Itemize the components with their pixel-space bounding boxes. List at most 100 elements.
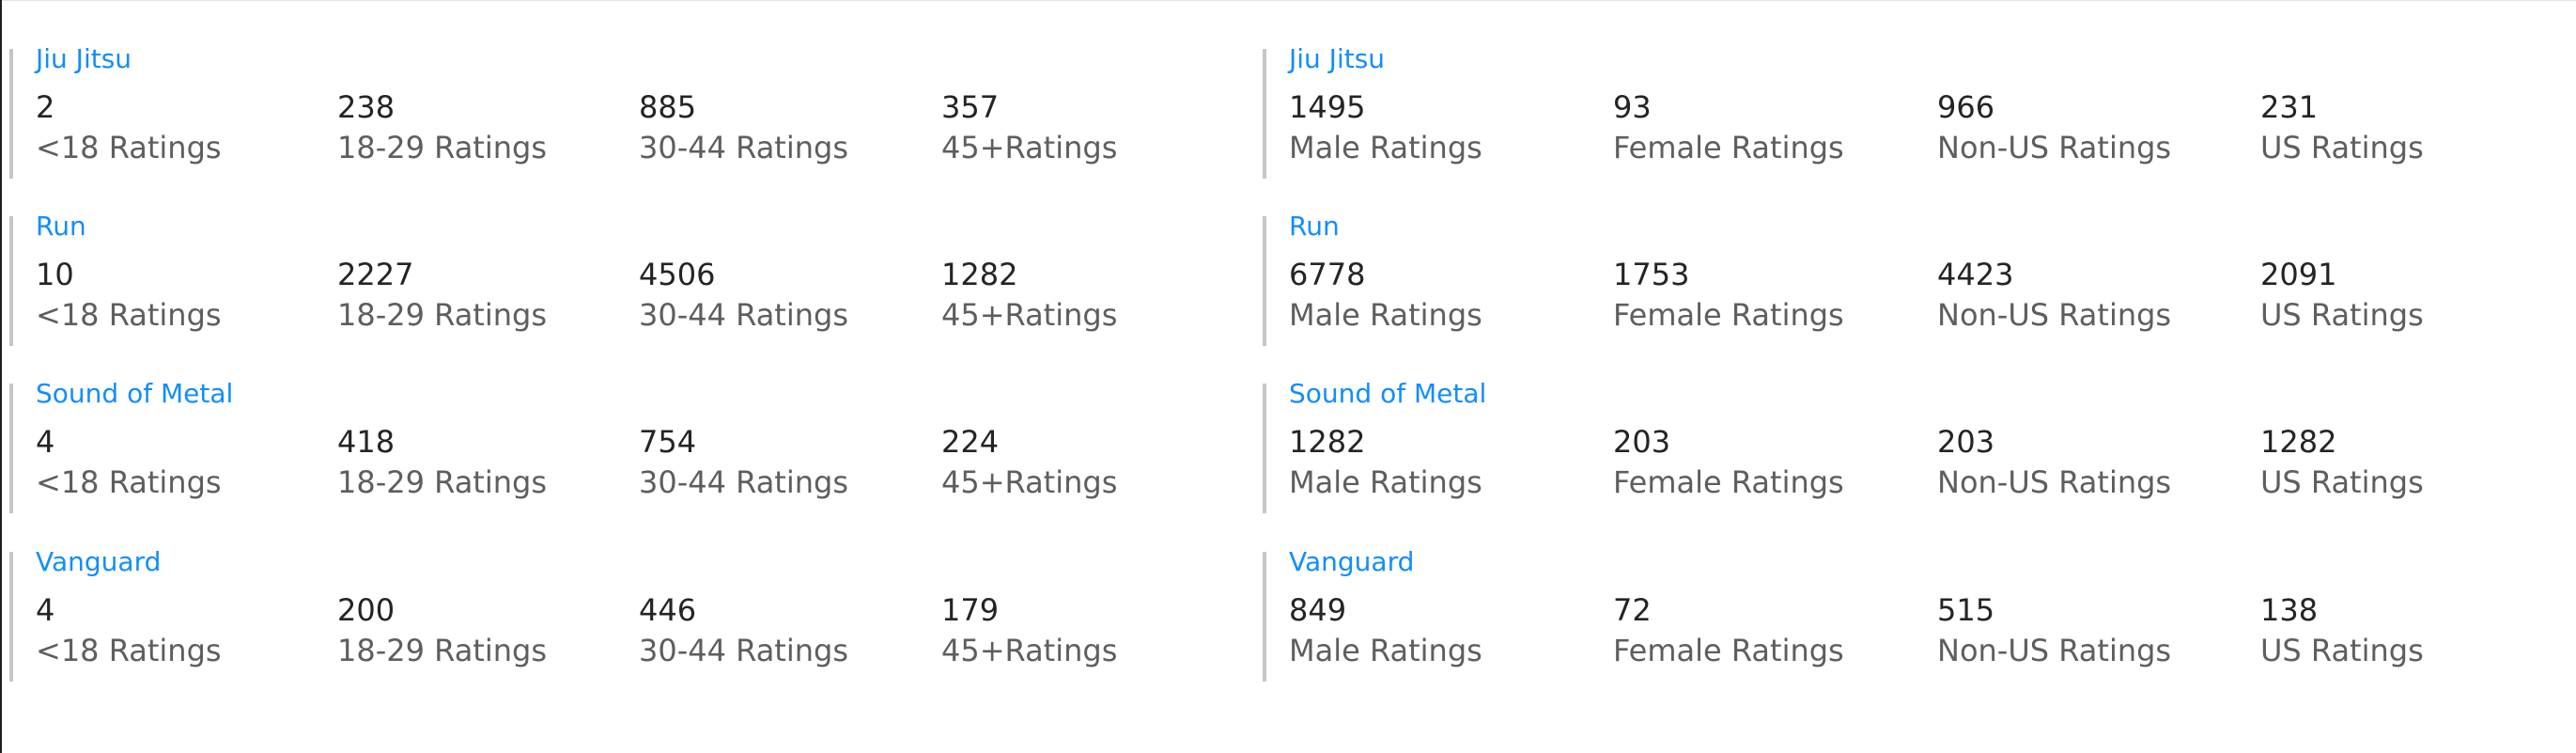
stat-value: 1282 [1289,424,1366,460]
stat-value: 754 [639,424,697,460]
stat-female: 93 Female Ratings [1613,88,1844,169]
stat-label: <18 Ratings [36,633,222,668]
stat-value: 4423 [1937,257,2014,292]
stat-label: Female Ratings [1613,297,1844,333]
frame-left-border [0,0,2,753]
stat-30-44: 754 30-44 Ratings [639,423,848,504]
stat-female: 203 Female Ratings [1613,423,1844,504]
card-title: Vanguard [36,546,162,577]
stat-label: 30-44 Ratings [639,633,848,668]
stat-label: Male Ratings [1289,633,1482,668]
stat-female: 1753 Female Ratings [1613,256,1844,337]
card-vanguard-demo: Vanguard 849 Male Ratings 72 Female Rati… [1263,546,2559,682]
stat-value: 72 [1613,592,1652,628]
stat-label: Male Ratings [1289,297,1482,333]
stat-us: 138 US Ratings [2260,591,2424,672]
stat-value: 231 [2260,89,2319,125]
stat-non-us: 966 Non-US Ratings [1937,88,2171,169]
stat-non-us: 515 Non-US Ratings [1937,591,2171,672]
frame-top-border [0,0,2576,1]
stat-us: 2091 US Ratings [2260,256,2424,337]
stat-value: 138 [2260,592,2319,628]
stat-under-18: 2 <18 Ratings [36,88,222,169]
stat-18-29: 418 18-29 Ratings [337,423,547,504]
card-jiu-jitsu-age: Jiu Jitsu 2 <18 Ratings 238 18-29 Rating… [9,43,1221,179]
stat-18-29: 2227 18-29 Ratings [337,256,547,337]
stat-45-plus: 224 45+Ratings [941,423,1117,504]
card-sound-of-metal-demo: Sound of Metal 1282 Male Ratings 203 Fem… [1263,378,2559,513]
stat-value: 203 [1937,424,1995,460]
stat-label: <18 Ratings [36,297,222,333]
stat-label: Non-US Ratings [1937,130,2172,165]
stat-under-18: 4 <18 Ratings [36,591,222,672]
stat-30-44: 4506 30-44 Ratings [639,256,848,337]
card-jiu-jitsu-demo: Jiu Jitsu 1495 Male Ratings 93 Female Ra… [1263,43,2559,179]
stat-label: 30-44 Ratings [639,297,848,333]
stat-value: 93 [1613,89,1652,125]
stat-label: 45+Ratings [941,130,1118,165]
stat-male: 1282 Male Ratings [1289,423,1482,504]
card-title: Sound of Metal [36,378,234,409]
stat-label: Female Ratings [1613,633,1844,668]
stat-label: 30-44 Ratings [639,130,848,165]
stat-value: 238 [337,89,396,125]
stat-label: Male Ratings [1289,464,1482,500]
stat-value: 179 [941,592,1000,628]
card-vanguard-age: Vanguard 4 <18 Ratings 200 18-29 Ratings… [9,546,1221,682]
stat-value: 203 [1613,424,1671,460]
stat-30-44: 446 30-44 Ratings [639,591,848,672]
card-title: Sound of Metal [1289,378,1487,409]
stat-value: 4 [36,424,55,460]
stat-label: Non-US Ratings [1937,464,2172,500]
stat-male: 6778 Male Ratings [1289,256,1482,337]
stat-value: 446 [639,592,697,628]
card-run-age: Run 10 <18 Ratings 2227 18-29 Ratings 45… [9,211,1221,346]
stat-label: Non-US Ratings [1937,297,2172,333]
stat-label: <18 Ratings [36,130,222,165]
card-run-demo: Run 6778 Male Ratings 1753 Female Rating… [1263,211,2559,346]
stat-label: Non-US Ratings [1937,633,2172,668]
stat-value: 10 [36,257,74,292]
stat-value: 2227 [337,257,414,292]
stat-under-18: 4 <18 Ratings [36,423,222,504]
stat-male: 1495 Male Ratings [1289,88,1482,169]
card-sound-of-metal-age: Sound of Metal 4 <18 Ratings 418 18-29 R… [9,378,1221,513]
stat-label: 30-44 Ratings [639,464,848,500]
stat-45-plus: 179 45+Ratings [941,591,1117,672]
stat-30-44: 885 30-44 Ratings [639,88,848,169]
stat-value: 849 [1289,592,1347,628]
card-title: Run [36,211,86,242]
stat-value: 1495 [1289,89,1366,125]
stat-label: <18 Ratings [36,464,222,500]
stat-us: 1282 US Ratings [2260,423,2424,504]
stat-45-plus: 357 45+Ratings [941,88,1117,169]
stat-label: 45+Ratings [941,464,1118,500]
card-title: Vanguard [1289,546,1415,577]
stat-non-us: 203 Non-US Ratings [1937,423,2171,504]
stat-value: 1753 [1613,257,1690,292]
stat-value: 515 [1937,592,1995,628]
stat-value: 2091 [2260,257,2337,292]
stat-value: 4 [36,592,55,628]
stat-45-plus: 1282 45+Ratings [941,256,1117,337]
stat-label: Male Ratings [1289,130,1482,165]
stat-label: 18-29 Ratings [337,297,547,333]
stat-non-us: 4423 Non-US Ratings [1937,256,2171,337]
stat-value: 224 [941,424,1000,460]
stat-value: 6778 [1289,257,1366,292]
stat-male: 849 Male Ratings [1289,591,1482,672]
stat-label: 18-29 Ratings [337,633,547,668]
stat-value: 2 [36,89,55,125]
stat-label: US Ratings [2260,297,2424,333]
stat-label: Female Ratings [1613,130,1844,165]
stat-value: 966 [1937,89,1995,125]
stat-label: 18-29 Ratings [337,464,547,500]
stat-value: 418 [337,424,396,460]
stat-female: 72 Female Ratings [1613,591,1844,672]
stat-value: 200 [337,592,396,628]
stat-value: 1282 [941,257,1018,292]
stat-label: Female Ratings [1613,464,1844,500]
stat-value: 4506 [639,257,716,292]
stat-label: 45+Ratings [941,633,1118,668]
stat-label: US Ratings [2260,633,2424,668]
